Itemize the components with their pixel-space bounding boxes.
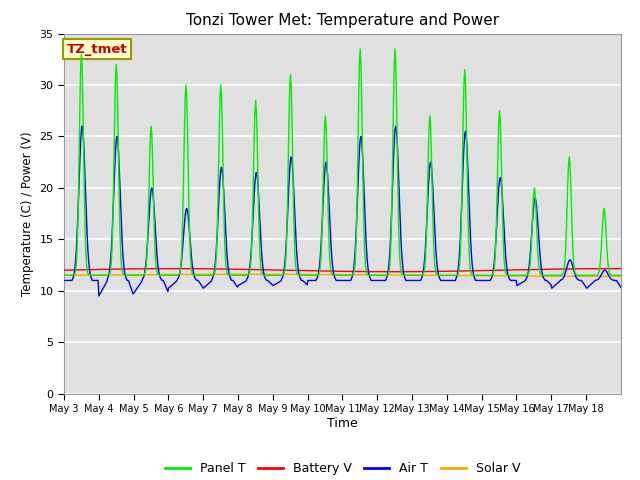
Text: TZ_tmet: TZ_tmet	[67, 43, 127, 56]
Battery V	[60, 267, 68, 273]
Solar V	[401, 272, 408, 278]
Air T	[257, 235, 264, 241]
Battery V	[607, 266, 615, 272]
Title: Tonzi Tower Met: Temperature and Power: Tonzi Tower Met: Temperature and Power	[186, 13, 499, 28]
Panel T	[432, 269, 440, 275]
Battery V	[276, 267, 284, 273]
Line: Solar V: Solar V	[64, 274, 621, 276]
Solar V	[60, 273, 68, 278]
Air T	[278, 276, 285, 282]
X-axis label: Time: Time	[327, 417, 358, 430]
Solar V	[607, 274, 615, 279]
Air T	[60, 277, 68, 283]
Air T	[78, 123, 86, 129]
Battery V	[255, 267, 263, 273]
Panel T	[356, 46, 364, 52]
Air T	[229, 278, 237, 284]
Battery V	[432, 268, 440, 274]
Solar V	[432, 273, 440, 278]
Air T	[433, 255, 440, 261]
Panel T	[255, 233, 263, 239]
Solar V	[277, 272, 285, 277]
Battery V	[125, 266, 133, 272]
Panel T	[276, 273, 284, 278]
Line: Air T: Air T	[64, 126, 621, 296]
Air T	[617, 284, 625, 290]
Panel T	[125, 273, 133, 278]
Battery V	[388, 269, 396, 275]
Solar V	[228, 271, 236, 277]
Line: Battery V: Battery V	[64, 269, 621, 272]
Air T	[401, 276, 409, 281]
Battery V	[401, 269, 408, 275]
Panel T	[617, 273, 625, 278]
Y-axis label: Temperature (C) / Power (V): Temperature (C) / Power (V)	[21, 132, 34, 296]
Line: Panel T: Panel T	[64, 49, 621, 276]
Solar V	[125, 272, 133, 277]
Air T	[127, 285, 134, 290]
Panel T	[228, 273, 236, 278]
Solar V	[243, 271, 250, 277]
Legend: Panel T, Battery V, Air T, Solar V: Panel T, Battery V, Air T, Solar V	[160, 457, 525, 480]
Solar V	[617, 274, 625, 279]
Battery V	[228, 266, 236, 272]
Panel T	[60, 273, 68, 278]
Battery V	[617, 266, 625, 272]
Solar V	[256, 271, 264, 277]
Air T	[95, 293, 102, 299]
Panel T	[401, 273, 408, 278]
